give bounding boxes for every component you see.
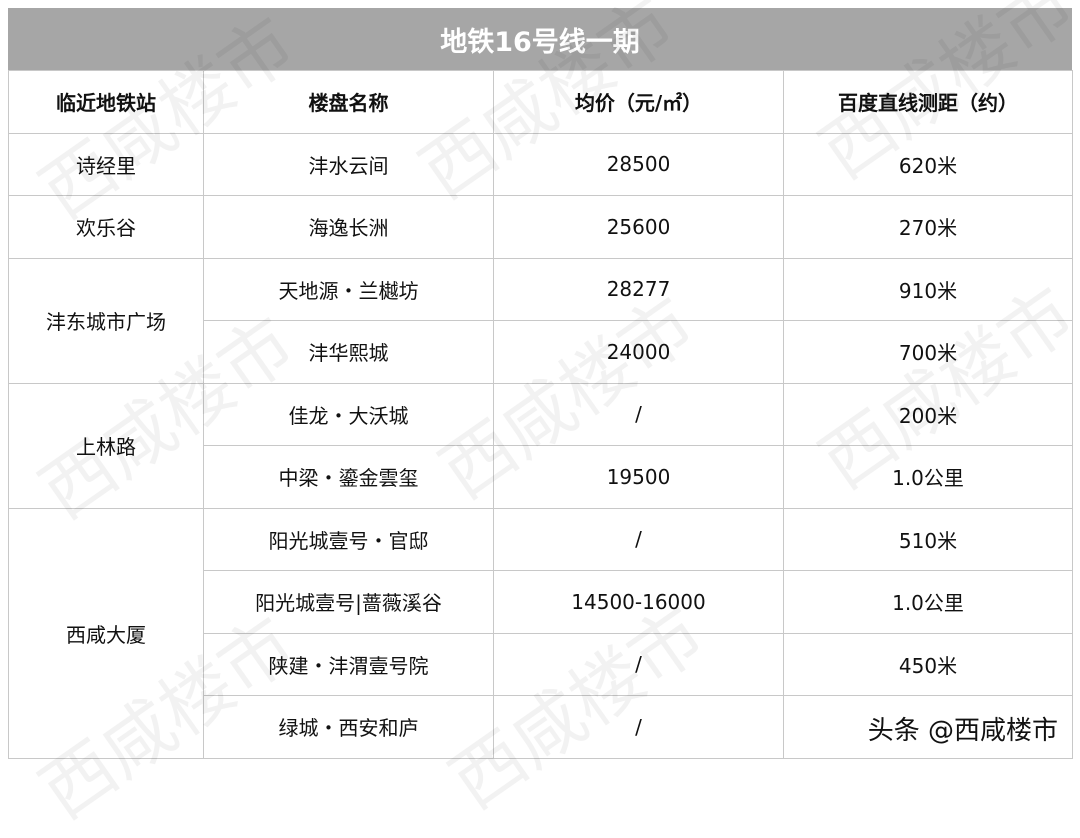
price-cell: 19500	[493, 445, 784, 509]
table-row: 上林路 佳龙・大沃城/200米	[8, 382, 1073, 509]
table-row: 绿城・西安和庐 /	[9, 695, 1073, 759]
project-cell: 阳光城壹号・官邸	[203, 507, 494, 571]
header-project: 楼盘名称	[203, 70, 494, 134]
table-row: 陕建・沣渭壹号院/450米	[9, 632, 1073, 696]
project-cell: 海逸长洲	[203, 195, 494, 259]
station-cell: 西咸大厦	[8, 507, 204, 759]
project-cell: 沣水云间	[203, 132, 494, 196]
price-cell: /	[493, 507, 784, 571]
distance-cell: 200米	[783, 382, 1073, 446]
distance-cell: 450米	[783, 632, 1073, 696]
station-cell: 上林路	[8, 382, 204, 509]
distance-cell: 1.0公里	[783, 445, 1073, 509]
header-distance: 百度直线测距（约）	[783, 70, 1073, 134]
header-row: 临近地铁站 楼盘名称 均价（元/㎡） 百度直线测距（约）	[8, 70, 1073, 134]
price-cell: /	[493, 382, 784, 446]
distance-cell: 1.0公里	[783, 570, 1073, 634]
table-row: 沣东城市广场 天地源・兰樾坊 28277 910米	[8, 257, 1073, 384]
project-cell: 阳光城壹号|蔷薇溪谷	[203, 570, 494, 634]
distance-cell: 510米	[783, 507, 1073, 571]
price-cell: 28500	[493, 132, 784, 196]
price-table-container: 地铁16号线一期 临近地铁站 楼盘名称 均价（元/㎡） 百度直线测距（约） 诗经…	[8, 8, 1073, 759]
price-cell: 14500-16000	[493, 570, 784, 634]
project-cell: 佳龙・大沃城	[203, 382, 494, 446]
table-row: 阳光城壹号|蔷薇溪谷 14500-16000 1.0公里	[9, 570, 1073, 634]
table-row: 沣华熙城 24000 700米	[9, 320, 1073, 384]
project-cell: 沣华熙城	[203, 320, 494, 384]
project-cell: 绿城・西安和庐	[203, 695, 494, 759]
price-cell: 24000	[493, 320, 784, 384]
price-cell: /	[493, 632, 784, 696]
station-cell: 沣东城市广场	[8, 257, 204, 384]
table-row: 欢乐谷 海逸长洲 25600 270米	[8, 195, 1073, 259]
source-credit: 头条 @西咸楼市	[867, 716, 1058, 746]
price-cell: /	[493, 695, 784, 759]
distance-cell: 910米	[783, 257, 1073, 321]
table-title: 地铁16号线一期	[8, 8, 1072, 70]
distance-cell	[783, 695, 1073, 759]
header-price: 均价（元/㎡）	[493, 70, 784, 134]
project-cell: 陕建・沣渭壹号院	[203, 632, 494, 696]
table-row: 西咸大厦 阳光城壹号・官邸/510米	[8, 507, 1073, 759]
station-cell: 欢乐谷	[8, 195, 204, 259]
distance-cell: 620米	[783, 132, 1073, 196]
price-cell: 25600	[493, 195, 784, 259]
station-cell: 诗经里	[8, 132, 204, 196]
project-cell: 中梁・鎏金雲玺	[203, 445, 494, 509]
distance-cell: 700米	[783, 320, 1073, 384]
project-cell: 天地源・兰樾坊	[203, 257, 494, 321]
header-station: 临近地铁站	[8, 70, 204, 134]
table-row: 诗经里 沣水云间 28500 620米	[8, 132, 1073, 196]
price-table: 临近地铁站 楼盘名称 均价（元/㎡） 百度直线测距（约） 诗经里 沣水云间 2850…	[8, 70, 1073, 759]
distance-cell: 270米	[783, 195, 1073, 259]
price-cell: 28277	[493, 257, 784, 321]
